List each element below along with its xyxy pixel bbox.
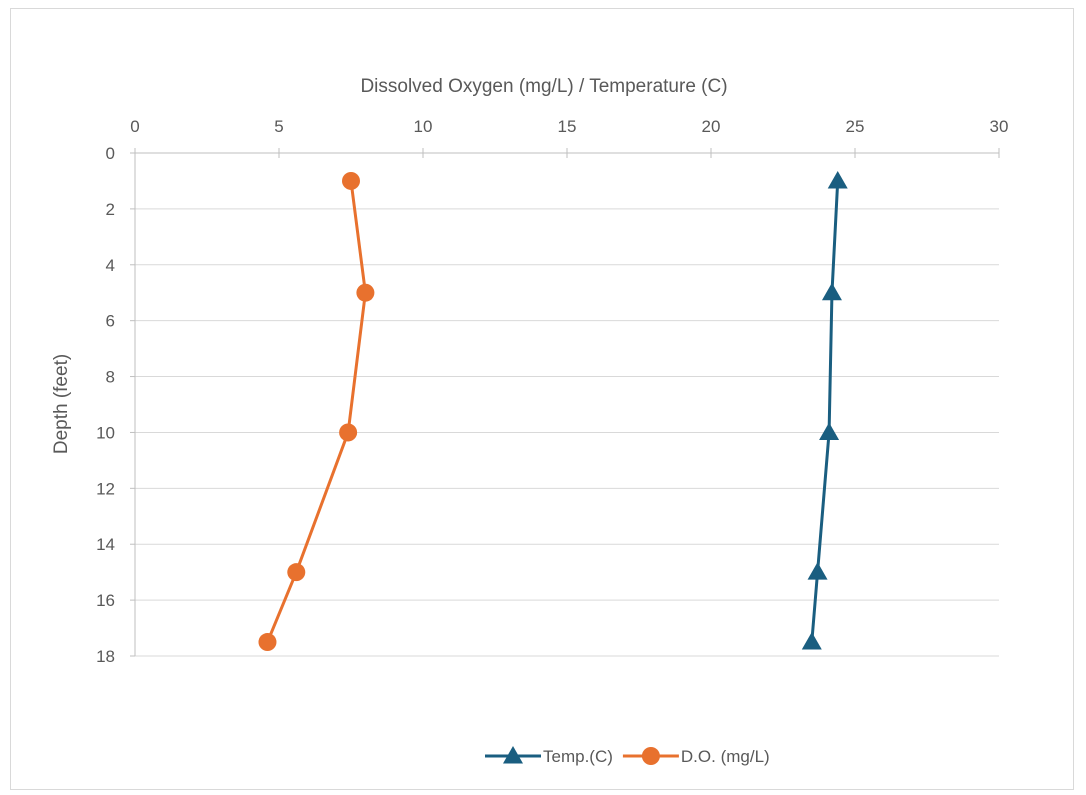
y-tick-label: 16 [96, 591, 115, 610]
x-tick-label: 15 [558, 117, 577, 136]
legend[interactable]: Temp.(C) D.O. (mg/L) [485, 746, 770, 766]
data-point-temp [819, 422, 840, 440]
x-tick-label: 0 [130, 117, 139, 136]
legend-label: Temp.(C) [543, 747, 613, 766]
x-tick-label: 20 [702, 117, 721, 136]
y-tick-label: 10 [96, 423, 115, 442]
y-tick-label: 18 [96, 647, 115, 666]
y-tick-label: 0 [106, 144, 115, 163]
legend-marker [641, 747, 660, 765]
y-tick-label: 12 [96, 479, 115, 498]
depth-profile-chart: 0 2 4 6 8 10 12 14 16 18 0 5 10 15 20 25 30 Dissolved Ox… [51, 76, 1008, 766]
y-tick-label: 4 [106, 256, 115, 275]
data-point-do [339, 423, 358, 442]
y-axis-title: Depth (feet) [51, 354, 72, 454]
x-tick-label: 5 [274, 117, 283, 136]
chart-area: 0 2 4 6 8 10 12 14 16 18 0 5 10 15 20 25 30 Dissolved Ox… [10, 8, 1074, 790]
data-point-temp [827, 170, 848, 189]
data-point-temp [821, 282, 842, 301]
y-tick-label: 8 [106, 368, 115, 387]
x-tick-label: 25 [846, 117, 865, 136]
legend-item-temp[interactable]: Temp.(C) [485, 746, 613, 766]
data-point-do [258, 633, 277, 652]
data-point-temp [801, 632, 822, 650]
x-axis-title: Dissolved Oxygen (mg/L) / Temperature (C… [360, 76, 727, 97]
series-do [258, 171, 375, 652]
series [258, 170, 848, 652]
series-line-do [266, 180, 367, 643]
data-point-temp [807, 562, 828, 580]
legend-item-do[interactable]: D.O. (mg/L) [622, 747, 770, 766]
x-tick-label: 30 [990, 117, 1009, 136]
series-temp [801, 170, 848, 650]
gridlines [135, 208, 999, 657]
data-point-do [342, 171, 360, 190]
data-point-do [287, 563, 306, 582]
y-tick-label: 14 [96, 535, 115, 554]
x-tick-label: 10 [414, 117, 433, 136]
data-point-do [356, 283, 375, 302]
legend-label: D.O. (mg/L) [681, 747, 770, 766]
y-tick-label: 2 [106, 200, 115, 219]
y-tick-label: 6 [106, 312, 115, 331]
axes: 0 2 4 6 8 10 12 14 16 18 0 5 10 15 20 25 30 [96, 117, 1008, 666]
legend-marker [503, 746, 523, 764]
